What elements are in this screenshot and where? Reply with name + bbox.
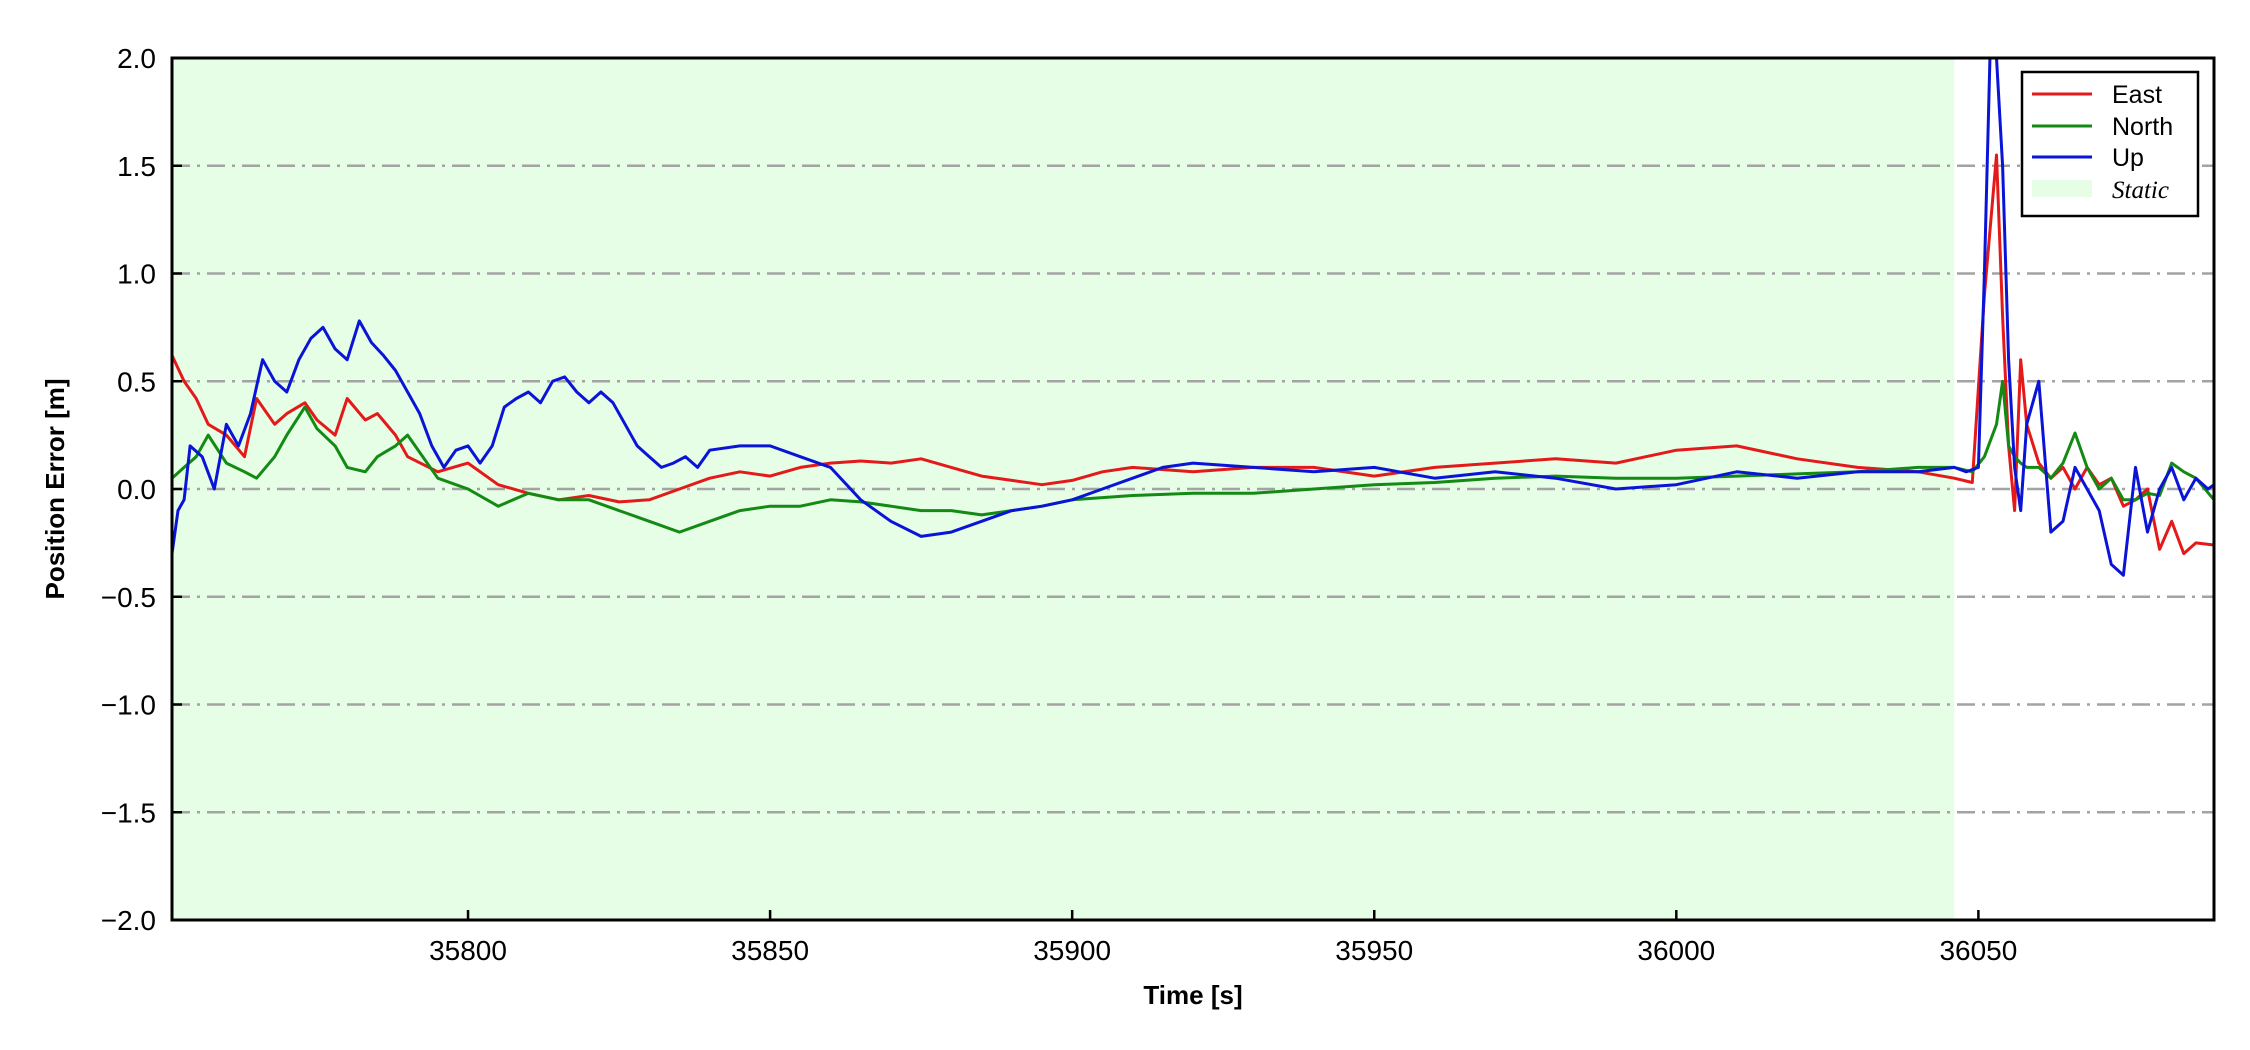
y-axis-title: Position Error [m] xyxy=(40,378,70,599)
y-tick-label: 0.5 xyxy=(117,366,156,397)
legend: East North Up Static xyxy=(2020,70,2200,218)
series-layer xyxy=(172,58,2214,577)
y-tick-label: −2.0 xyxy=(101,905,156,936)
y-tick-label: −1.0 xyxy=(101,690,156,721)
y-tick-label: 0.0 xyxy=(117,474,156,505)
x-tick-label: 35850 xyxy=(731,935,809,966)
legend-label-east: East xyxy=(2112,81,2162,109)
y-tick-label: 2.0 xyxy=(117,43,156,74)
legend-swatch-static xyxy=(2032,180,2092,197)
ticks-layer: 2.0 1.5 1.0 0.5 0.0 −0.5 −1.0 −1.5 −2.0 35800 3585… xyxy=(101,43,2018,966)
legend-label-north: North xyxy=(2112,113,2173,141)
y-tick-label: −1.5 xyxy=(101,797,156,828)
y-tick-label: 1.5 xyxy=(117,151,156,182)
x-tick-label: 35950 xyxy=(1335,935,1413,966)
legend-label-static: Static xyxy=(2112,177,2169,204)
x-tick-label: 36050 xyxy=(1939,935,2017,966)
series-line-up xyxy=(172,58,2214,577)
legend-label-up: Up xyxy=(2112,144,2144,172)
x-tick-label: 35900 xyxy=(1033,935,1111,966)
y-tick-label: −0.5 xyxy=(101,582,156,613)
series-line-north xyxy=(172,379,2214,534)
x-axis-title: Time [s] xyxy=(1143,980,1242,1010)
y-tick-label: 1.0 xyxy=(117,259,156,290)
x-tick-label: 36000 xyxy=(1637,935,1715,966)
x-tick-label: 35800 xyxy=(429,935,507,966)
